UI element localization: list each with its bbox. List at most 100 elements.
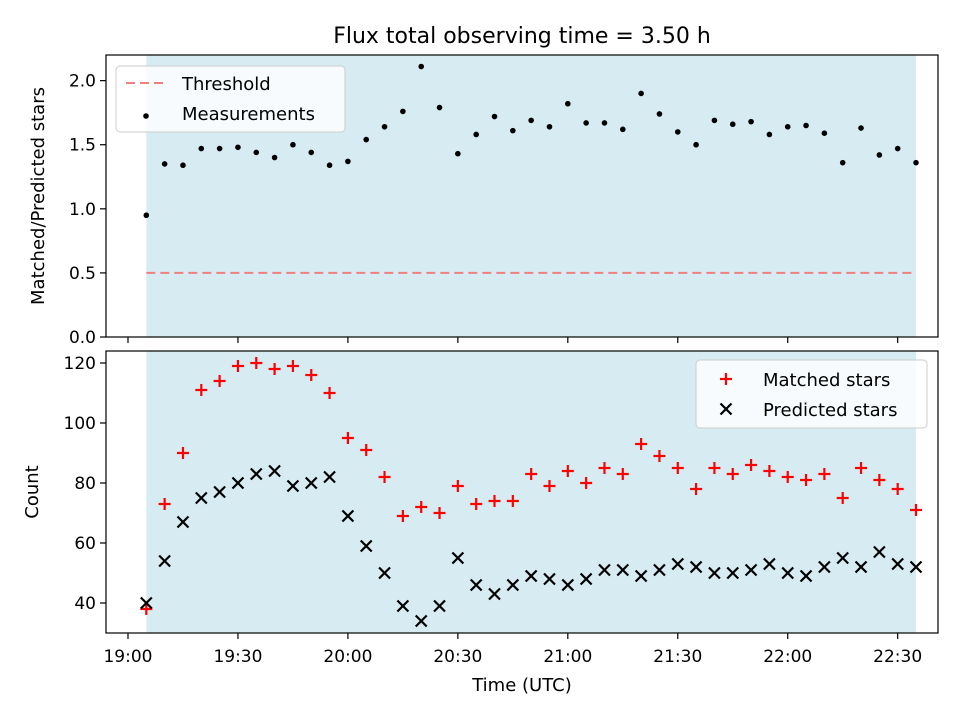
matched-point	[763, 465, 776, 477]
matched-point	[561, 465, 574, 477]
predicted-point	[396, 599, 410, 613]
predicted-point	[469, 578, 483, 592]
matched-stars-series	[140, 357, 923, 615]
measurements-series	[143, 63, 919, 219]
measurement-point	[876, 152, 883, 158]
predicted-point	[616, 563, 630, 577]
counts-y-label: Count	[22, 465, 43, 518]
chart-title: Flux total observing time = 3.50 h	[333, 24, 711, 49]
matched-point	[690, 483, 703, 495]
y-tick-label: 1.5	[69, 136, 96, 156]
predicted-point	[598, 563, 611, 577]
measurement-point	[766, 131, 773, 138]
predicted-point	[708, 566, 721, 580]
ratio-x-ticks	[127, 337, 899, 343]
matched-point	[213, 375, 226, 387]
measurement-point	[198, 145, 205, 152]
predicted-point	[744, 563, 758, 577]
measurement-point	[693, 141, 699, 148]
matched-point	[910, 504, 923, 516]
measurement-point	[674, 129, 681, 135]
legend-measurements-label: Measurements	[182, 104, 315, 125]
measurement-point	[748, 118, 754, 125]
x-tick-label: 22:00	[763, 647, 812, 667]
measurement-point	[290, 141, 296, 148]
counts-axes-frame	[105, 350, 939, 634]
x-axis-label: Time (UTC)	[471, 675, 572, 696]
y-tick-label: 40	[74, 594, 96, 614]
y-tick-label: 60	[74, 534, 96, 554]
matched-point	[323, 387, 336, 399]
predicted-point	[909, 560, 923, 574]
measurement-point	[271, 154, 278, 161]
predicted-point	[433, 599, 446, 613]
measurement-point	[473, 131, 479, 138]
x-tick-label: 19:00	[103, 647, 152, 667]
predicted-point	[818, 560, 831, 574]
measurement-point	[565, 100, 571, 107]
predicted-point	[231, 476, 245, 490]
matched-point	[525, 468, 538, 480]
measurement-point	[784, 123, 791, 130]
measurement-point	[455, 150, 461, 157]
matched-point	[543, 480, 556, 492]
measurement-point	[308, 149, 315, 156]
matched-point	[781, 471, 794, 483]
predicted-point	[579, 572, 593, 586]
matched-point	[433, 507, 446, 519]
matched-point	[671, 462, 684, 474]
matched-point	[158, 498, 171, 510]
predicted-point	[689, 560, 703, 574]
measurement-point	[546, 123, 553, 130]
predicted-point	[304, 476, 318, 490]
legend-predicted-marker	[719, 402, 733, 416]
legend-predicted-swatch	[719, 402, 733, 416]
measurement-point	[894, 145, 901, 152]
time-x-axis: 19:00 19:30 20:00 20:30 21:00 21:30 22:00 22:30	[103, 633, 922, 667]
predicted-point	[634, 569, 648, 583]
matched-point	[140, 603, 153, 615]
predicted-point	[543, 572, 556, 586]
measurement-point	[510, 127, 516, 134]
legend-matched-marker	[720, 373, 732, 385]
y-tick-label: 2.0	[69, 72, 96, 92]
predicted-point	[176, 515, 190, 529]
predicted-point	[378, 566, 391, 580]
counts-legend: Matched stars Predicted stars	[695, 359, 928, 429]
predicted-point	[854, 560, 868, 574]
matched-point	[415, 501, 428, 513]
predicted-point	[286, 479, 300, 493]
matched-point	[800, 474, 813, 486]
predicted-point	[414, 614, 428, 628]
predicted-point	[359, 539, 373, 553]
matched-point	[250, 357, 263, 369]
matched-point	[580, 477, 593, 489]
measurement-point	[491, 113, 498, 120]
measurement-point	[858, 125, 864, 131]
measurement-point	[821, 130, 828, 136]
predicted-point	[488, 587, 501, 601]
matched-point	[195, 384, 208, 396]
measurement-point	[326, 162, 333, 169]
measurement-point	[729, 121, 736, 128]
legend-measurements-swatch	[143, 113, 149, 119]
y-tick-label: 0.0	[69, 328, 96, 348]
measurement-point	[656, 111, 663, 117]
predicted-point	[763, 557, 776, 571]
predicted-point	[158, 554, 171, 568]
predicted-point	[781, 566, 795, 580]
measurement-point	[345, 158, 351, 165]
ratio-legend: Threshold Measurements	[115, 65, 346, 133]
measurement-point	[601, 120, 608, 126]
y-tick-label: 100	[64, 414, 96, 434]
counts-legend-box	[695, 359, 928, 429]
predicted-point	[873, 545, 886, 559]
matched-point	[873, 474, 886, 486]
matched-point	[176, 447, 189, 459]
measurement-point	[381, 123, 388, 130]
measurement-point	[216, 145, 223, 152]
predicted-point	[506, 578, 520, 592]
matched-point	[488, 495, 501, 507]
predicted-point	[671, 557, 685, 571]
matched-point	[726, 468, 739, 480]
